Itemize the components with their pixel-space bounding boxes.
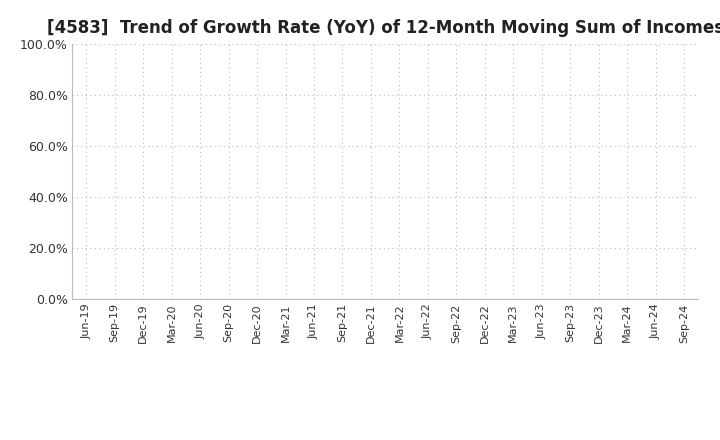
Title: [4583]  Trend of Growth Rate (YoY) of 12-Month Moving Sum of Incomes: [4583] Trend of Growth Rate (YoY) of 12-… <box>47 19 720 37</box>
Legend: Ordinary Income Growth Rate, Net Income Growth Rate: Ordinary Income Growth Rate, Net Income … <box>150 438 621 440</box>
